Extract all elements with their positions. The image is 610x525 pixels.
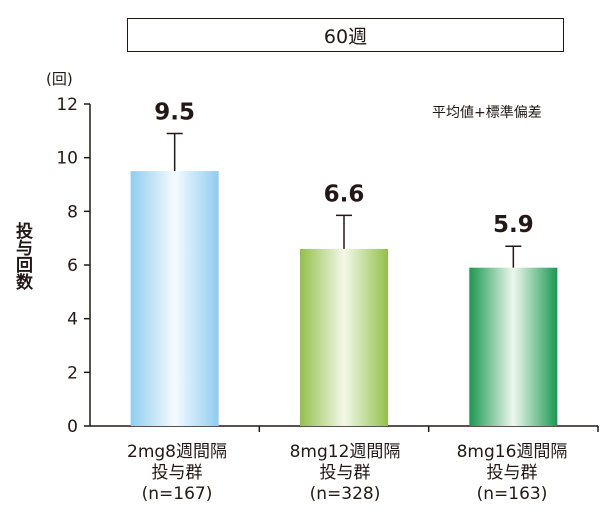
y-tick-label: 12	[56, 95, 78, 115]
data-label: 6.6	[324, 181, 365, 207]
y-tick-label: 8	[67, 202, 78, 222]
data-label: 5.9	[493, 212, 534, 238]
category-label: 8mg12週間隔 投与群 (n=328)	[289, 442, 401, 504]
y-tick-label: 0	[67, 417, 78, 437]
category-label: 2mg8週間隔 投与群 (n=167)	[127, 442, 227, 504]
bar	[300, 248, 388, 426]
y-tick-label: 4	[67, 310, 78, 330]
y-tick-label: 2	[67, 363, 78, 383]
y-axis-label: 投与回数	[12, 222, 32, 290]
bar	[130, 171, 219, 426]
error-bar-note: 平均値+標準偏差	[432, 105, 542, 121]
category-label: 8mg16週間隔 投与群 (n=163)	[456, 442, 568, 504]
y-tick-label: 6	[67, 256, 78, 276]
data-label: 9.5	[154, 100, 195, 126]
chart-title: 60週	[127, 18, 564, 52]
y-tick-label: 10	[56, 149, 78, 169]
y-axis-unit: (回)	[46, 70, 73, 88]
bar	[469, 267, 558, 426]
